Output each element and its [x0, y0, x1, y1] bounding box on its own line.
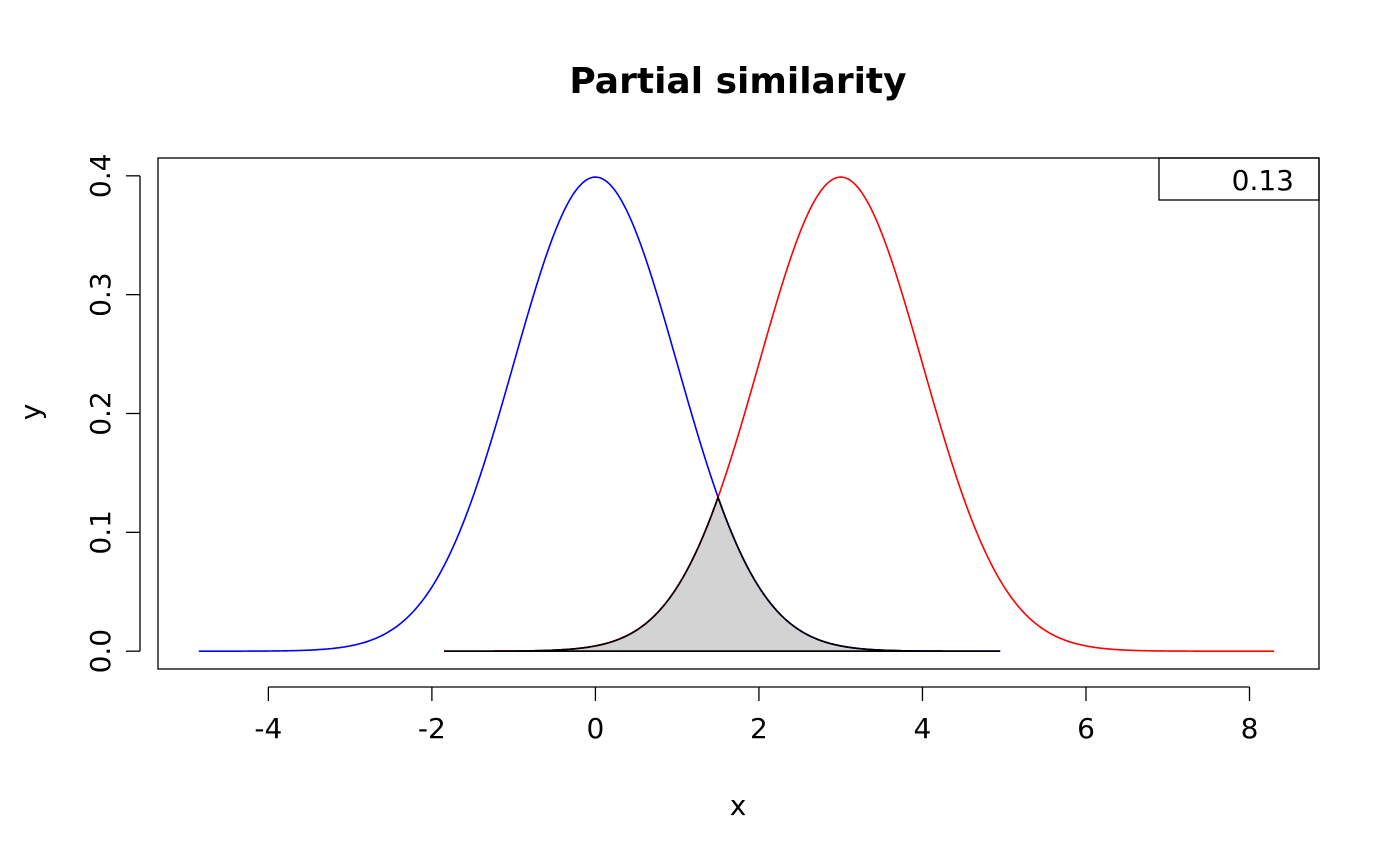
x-tick-label: 0: [587, 712, 605, 745]
x-tick-label: -4: [254, 712, 282, 745]
x-tick-label: -2: [418, 712, 446, 745]
plot-frame: [157, 157, 1320, 670]
series-line-1: [198, 176, 1001, 652]
y-tick-label: 0.3: [84, 272, 117, 317]
y-tick-label: 0.2: [84, 391, 117, 436]
y-tick-label: 0.4: [84, 154, 117, 199]
legend: 0.13: [1158, 157, 1320, 201]
legend-box: [1158, 157, 1320, 201]
legend-text: 0.13: [1232, 164, 1294, 197]
overlap-outline: [444, 495, 1001, 652]
axes: -4 -2 0 2 4 6 8 0.0 0.1 0.2 0.3 0.4: [84, 154, 1258, 745]
overlap-area: [444, 495, 1001, 652]
x-tick-label: 4: [914, 712, 932, 745]
x-axis-label: x: [730, 789, 747, 822]
y-axis-label: y: [14, 404, 47, 421]
y-tick-label: 0.1: [84, 510, 117, 555]
plot-area: [198, 176, 1275, 652]
y-tick-label: 0.0: [84, 629, 117, 674]
series-line-2: [444, 176, 1275, 652]
x-tick-label: 6: [1077, 712, 1095, 745]
x-tick-label: 8: [1241, 712, 1259, 745]
chart-title: Partial similarity: [569, 61, 906, 102]
x-tick-label: 2: [750, 712, 768, 745]
